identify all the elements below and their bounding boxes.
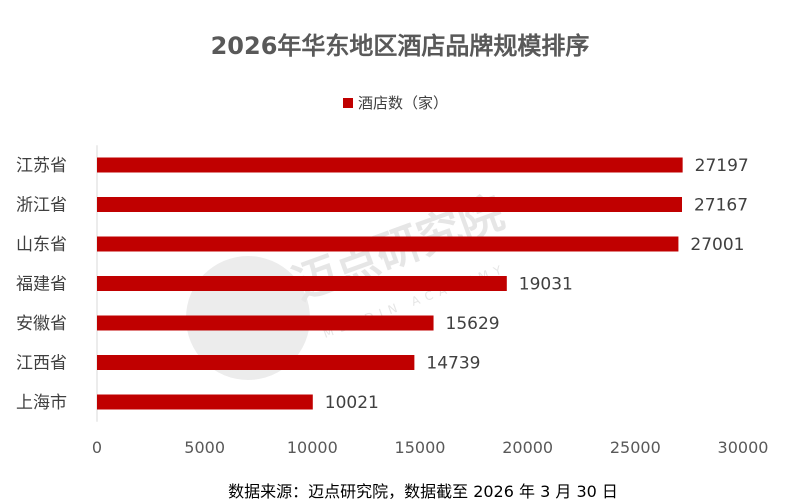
bar — [97, 355, 415, 370]
legend-swatch — [343, 98, 353, 108]
category-label: 山东省 — [16, 235, 67, 255]
bar — [97, 157, 683, 173]
category-label: 浙江省 — [16, 196, 67, 216]
x-tick-label: 0 — [92, 438, 102, 457]
data-labels: 27197 27167 27001 19031 15629 14739 10021 — [325, 156, 749, 413]
category-label: 江西省 — [16, 354, 67, 374]
category-label: 江苏省 — [16, 156, 67, 176]
category-label: 安徽省 — [16, 314, 67, 334]
data-label: 27167 — [694, 196, 748, 216]
data-label: 19031 — [519, 275, 573, 295]
category-label: 福建省 — [16, 275, 67, 295]
x-tick-label: 25000 — [610, 438, 661, 457]
bar — [97, 315, 434, 331]
x-tick-label: 15000 — [395, 438, 446, 457]
x-tick-label: 30000 — [718, 438, 769, 457]
x-tick-labels: 0 5000 10000 15000 20000 25000 30000 — [92, 438, 769, 457]
x-tick-label: 20000 — [502, 438, 553, 457]
x-tick-label: 10000 — [287, 438, 338, 457]
chart-title: 2026年华东地区酒店品牌规模排序 — [211, 32, 590, 60]
bar — [97, 236, 679, 252]
data-label: 27197 — [695, 156, 749, 176]
bar — [97, 394, 313, 410]
data-label: 27001 — [690, 235, 744, 255]
data-label: 15629 — [446, 314, 500, 334]
legend-label: 酒店数（家） — [358, 94, 448, 112]
x-tick-label: 5000 — [184, 438, 225, 457]
bar — [97, 276, 507, 291]
data-label: 10021 — [325, 393, 379, 413]
category-label: 上海市 — [16, 393, 67, 413]
source-note: 数据来源：迈点研究院，数据截至 2026 年 3 月 30 日 — [228, 482, 618, 501]
bars — [97, 157, 683, 410]
bar — [97, 197, 682, 212]
legend: 酒店数（家） — [343, 94, 448, 112]
data-label: 14739 — [426, 354, 480, 374]
